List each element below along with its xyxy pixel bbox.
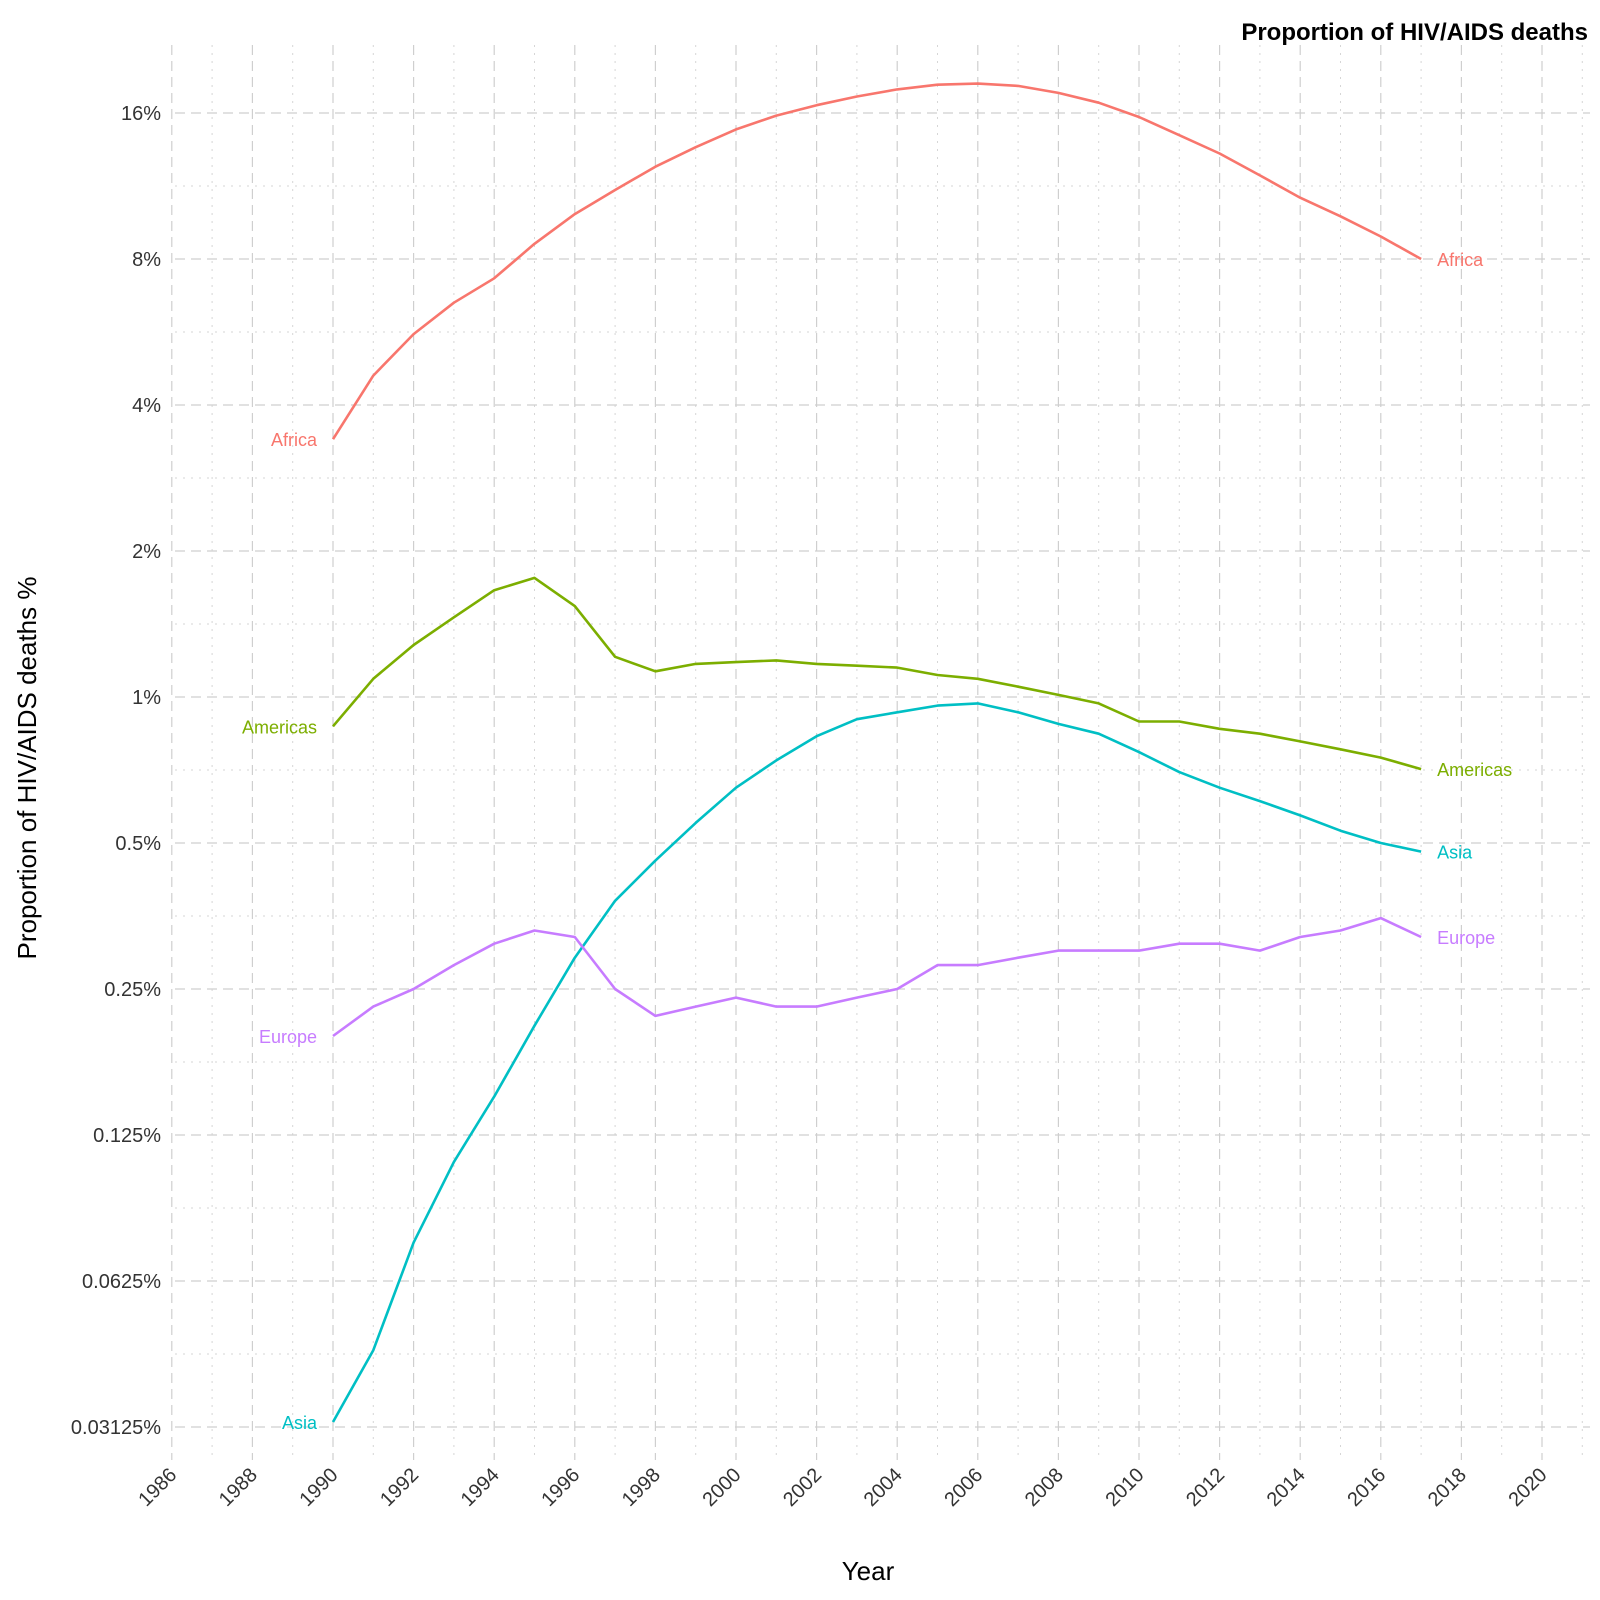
x-tick-label: 2010: [1102, 1464, 1149, 1511]
y-tick-label: 16%: [121, 103, 161, 125]
series-label-start: Africa: [271, 430, 318, 450]
x-tick-label: 2018: [1424, 1464, 1471, 1511]
y-tick-label: 4%: [132, 395, 161, 417]
x-tick-label: 1992: [376, 1464, 423, 1511]
y-tick-label: 8%: [132, 249, 161, 271]
x-axis-ticks: 1986 1988 1990 1992 1994 1996 1998 2000 2002 2004…: [134, 1464, 1551, 1511]
x-tick-label: 2004: [860, 1464, 907, 1511]
series-label-end: Africa: [1437, 250, 1484, 270]
x-tick-label: 2006: [940, 1464, 987, 1511]
series-label-start: Americas: [242, 717, 317, 737]
series-label-end: Asia: [1437, 843, 1473, 863]
y-tick-label: 0.125%: [93, 1125, 161, 1147]
y-tick-label: 1%: [132, 687, 161, 709]
series-line-europe: [332, 916, 1422, 1038]
y-tick-label: 0.25%: [104, 979, 161, 1001]
x-tick-label: 1998: [618, 1464, 665, 1511]
x-tick-label: 2016: [1343, 1464, 1390, 1511]
x-tick-label: 1994: [457, 1464, 504, 1511]
x-tick-label: 2002: [779, 1464, 826, 1511]
x-tick-label: 2008: [1021, 1464, 1068, 1511]
y-tick-label: 0.03125%: [71, 1417, 161, 1439]
x-tick-label: 2020: [1505, 1464, 1552, 1511]
series-end-labels: Africa Africa Americas Americas Asia Asia Euro…: [242, 250, 1512, 1433]
y-tick-label: 0.5%: [115, 833, 161, 855]
series-label-end: Europe: [1437, 928, 1495, 948]
x-tick-label: 1988: [215, 1464, 262, 1511]
x-tick-label: 2014: [1263, 1464, 1310, 1511]
x-tick-label: 2012: [1182, 1464, 1229, 1511]
series-line-africa: [331, 82, 1422, 440]
series-lines: [331, 82, 1422, 1423]
series-line-asia: [331, 702, 1422, 1423]
x-axis-title: Year: [842, 1556, 895, 1586]
y-tick-label: 2%: [132, 541, 161, 563]
grid: [171, 45, 1590, 1460]
y-axis-ticks: 0.03125% 0.0625% 0.125% 0.25% 0.5% 1% 2% 4% 8% 16…: [71, 103, 161, 1439]
series-line-americas: [332, 576, 1422, 771]
y-axis-title: Proportion of HIV/AIDS deaths %: [12, 577, 42, 960]
series-label-start: Asia: [282, 1413, 318, 1433]
x-tick-label: 1996: [537, 1464, 584, 1511]
chart-title: Proportion of HIV/AIDS deaths: [1241, 19, 1588, 46]
x-tick-label: 1990: [296, 1464, 343, 1511]
series-label-end: Americas: [1437, 760, 1512, 780]
x-tick-label: 2000: [699, 1464, 746, 1511]
x-tick-label: 1986: [134, 1464, 181, 1511]
series-label-start: Europe: [259, 1027, 317, 1047]
y-tick-label: 0.0625%: [82, 1271, 161, 1293]
